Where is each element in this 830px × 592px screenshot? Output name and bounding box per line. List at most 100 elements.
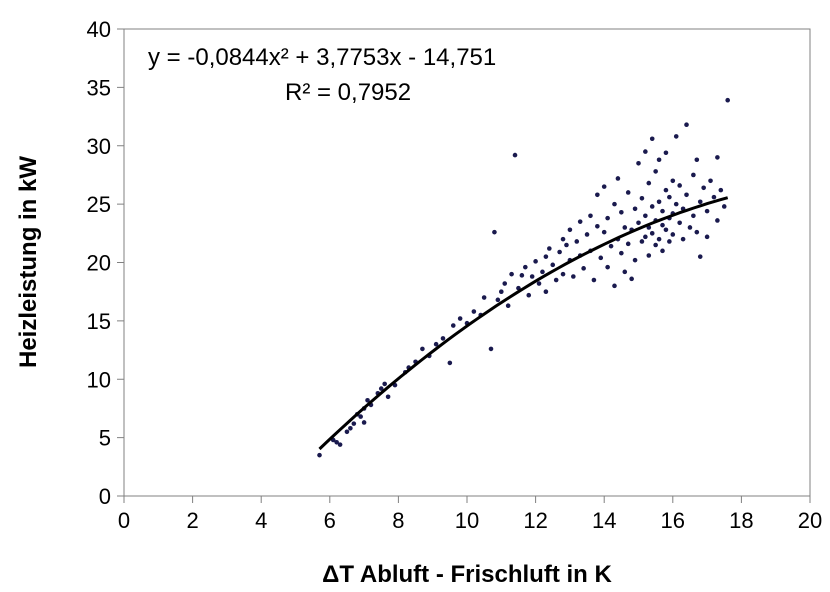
- data-point: [636, 160, 641, 166]
- data-point: [725, 97, 730, 103]
- data-point: [646, 253, 652, 258]
- data-point: [605, 215, 610, 221]
- data-point: [612, 201, 617, 207]
- data-point: [365, 397, 370, 403]
- data-point: [348, 425, 353, 431]
- x-tick-label: 14: [592, 508, 616, 533]
- x-tick-label: 4: [255, 508, 267, 533]
- data-point: [543, 289, 549, 294]
- data-point: [344, 429, 350, 435]
- data-point: [660, 248, 665, 254]
- data-point: [533, 259, 538, 264]
- data-point: [691, 172, 696, 178]
- data-point: [694, 229, 700, 235]
- data-point: [718, 187, 724, 193]
- data-point: [625, 190, 631, 195]
- data-point: [711, 194, 717, 200]
- data-point: [663, 150, 669, 156]
- data-point: [337, 442, 343, 447]
- data-point: [694, 157, 700, 163]
- data-point: [509, 271, 514, 277]
- data-point: [656, 157, 662, 163]
- data-point: [502, 281, 508, 286]
- data-point: [317, 452, 322, 458]
- data-point: [598, 255, 604, 261]
- data-point: [639, 239, 645, 244]
- data-point: [697, 254, 703, 259]
- data-point: [378, 386, 384, 391]
- data-point: [649, 231, 655, 236]
- data-point: [601, 229, 607, 235]
- x-tick-label: 18: [729, 508, 753, 533]
- data-point: [567, 227, 573, 233]
- data-point: [639, 195, 645, 201]
- data-point: [653, 242, 658, 248]
- y-tick-label: 20: [87, 251, 111, 276]
- data-point: [715, 218, 720, 223]
- data-point: [595, 224, 600, 229]
- y-tick-label: 0: [99, 484, 111, 509]
- data-point: [540, 269, 545, 275]
- trendline: [318, 196, 729, 451]
- r-squared-label: R² = 0,7952: [285, 79, 411, 106]
- data-point: [536, 281, 542, 286]
- data-point: [663, 187, 669, 193]
- x-tick-label: 8: [392, 508, 404, 533]
- data-point: [643, 149, 648, 154]
- data-point: [588, 213, 593, 219]
- data-point: [625, 241, 631, 247]
- data-point: [643, 213, 648, 219]
- plot-area: [123, 28, 811, 497]
- data-point: [622, 225, 628, 230]
- tick-labels: 0 2 4 6 8 10 12 14 16 18 20 0 5 10 15 20 25 30 35 40: [87, 17, 823, 533]
- x-tick-label: 0: [118, 508, 130, 533]
- data-point: [550, 262, 556, 268]
- data-point: [499, 289, 504, 294]
- data-point: [646, 180, 652, 186]
- data-point: [564, 242, 569, 248]
- data-point: [649, 136, 655, 142]
- x-tick-label: 10: [455, 508, 479, 533]
- x-tick-label: 20: [798, 508, 822, 533]
- data-point: [701, 185, 706, 191]
- data-point: [560, 236, 566, 242]
- data-point: [673, 134, 679, 139]
- data-point: [557, 249, 562, 255]
- data-point: [663, 227, 669, 233]
- data-point: [680, 236, 686, 242]
- data-point: [632, 257, 638, 263]
- data-point: [581, 266, 586, 271]
- data-point: [591, 277, 597, 283]
- data-point: [560, 271, 566, 277]
- data-point: [361, 420, 367, 425]
- data-point: [673, 201, 679, 207]
- data-point: [684, 122, 689, 128]
- data-point: [605, 264, 610, 270]
- data-point: [660, 222, 665, 228]
- y-tick-label: 35: [87, 75, 111, 100]
- data-point: [512, 152, 518, 158]
- data-point: [660, 208, 665, 214]
- data-point: [691, 213, 696, 219]
- data-point: [447, 360, 453, 366]
- data-point: [677, 220, 682, 226]
- trendline-equation: y = -0,0844x² + 3,7753x - 14,751: [148, 44, 496, 71]
- data-point: [519, 273, 525, 278]
- data-point: [382, 381, 387, 387]
- data-point: [632, 206, 638, 212]
- data-point: [649, 204, 655, 209]
- data-point: [656, 199, 662, 205]
- data-point: [684, 192, 689, 198]
- data-point: [553, 277, 559, 283]
- data-point: [687, 225, 693, 230]
- x-tick-label: 2: [186, 508, 198, 533]
- data-point: [440, 336, 446, 341]
- data-point: [420, 346, 425, 352]
- data-point: [457, 316, 463, 321]
- data-point: [619, 209, 624, 215]
- data-point: [629, 276, 634, 282]
- data-point: [653, 169, 658, 174]
- data-point: [595, 192, 600, 198]
- y-tick-label: 25: [87, 192, 111, 217]
